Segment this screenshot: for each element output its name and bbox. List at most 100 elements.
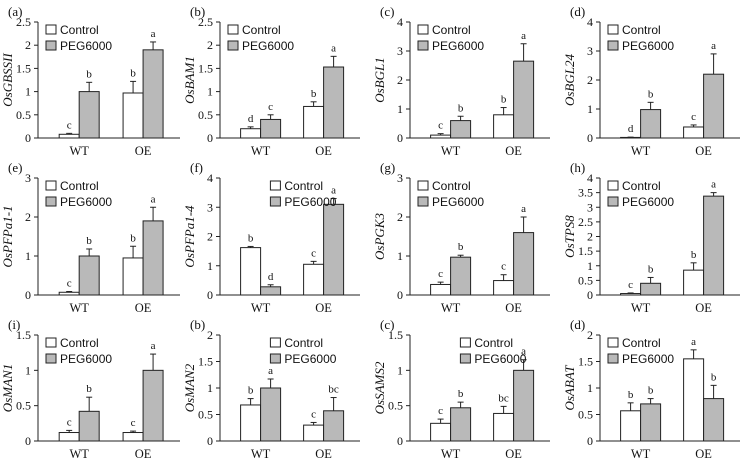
y-tick-label: 2 <box>587 328 593 342</box>
legend-swatch-peg6000 <box>45 196 57 207</box>
x-tick-label: WT <box>69 301 89 315</box>
y-axis-title: OsMAN2 <box>182 363 197 412</box>
y-tick-label: 0 <box>207 434 213 448</box>
bar-peg6000-wt <box>260 387 282 442</box>
y-tick-label: 2 <box>397 210 403 224</box>
legend-label-peg6000: PEG6000 <box>622 352 674 366</box>
y-axis-title: OsBAM1 <box>182 56 197 104</box>
panel-label: (i) <box>8 317 20 332</box>
significance-label: b <box>86 68 92 80</box>
y-tick-label: 0 <box>397 288 403 302</box>
y-tick-label: 0 <box>587 434 593 448</box>
significance-label: b <box>458 102 464 114</box>
significance-label: c <box>438 120 443 132</box>
significance-label: a <box>151 193 156 205</box>
y-tick-label: 1 <box>397 102 403 116</box>
bar-control-wt <box>620 293 642 296</box>
y-tick-label: 1.5 <box>16 61 31 75</box>
x-tick-label: WT <box>631 447 651 461</box>
legend-label-control: Control <box>60 23 99 37</box>
y-tick-label: 1.5 <box>198 355 213 369</box>
y-tick-label: 0.5 <box>578 273 593 287</box>
panel-5: (e) OsPFPa1-1 0 1 2 3 c b WT b a OE Control PEG6000 <box>0 160 180 315</box>
panel-11: (c) OsSAMS2 0 0.5 1 1.5 c b WT bc a OE Control PEG600… <box>372 317 550 461</box>
bar-peg6000-oe <box>323 410 345 442</box>
legend-swatch-peg6000 <box>45 40 57 51</box>
bar-peg6000-oe <box>703 73 725 139</box>
significance-label: b <box>458 388 464 400</box>
legend-swatch-peg6000 <box>269 353 281 364</box>
significance-label: c <box>438 268 443 280</box>
significance-label: c <box>311 408 316 420</box>
y-tick-label: 3 <box>25 171 31 185</box>
legend-label-peg6000: PEG6000 <box>242 39 294 53</box>
x-tick-label: OE <box>315 301 332 315</box>
legend-swatch-control <box>417 180 429 191</box>
bar-control-oe <box>683 358 705 442</box>
legend-label-control: Control <box>432 23 471 37</box>
y-axis-title: OsBGL24 <box>562 54 577 107</box>
legend-swatch-control <box>45 24 57 35</box>
y-tick-label: 1 <box>25 85 31 99</box>
panel-label: (f) <box>190 160 203 175</box>
bar-peg6000-oe <box>513 232 535 296</box>
y-tick-label: 0.5 <box>198 408 213 422</box>
y-tick-label: 1 <box>587 102 593 116</box>
y-tick-label: 2.5 <box>16 15 31 29</box>
x-tick-label: WT <box>69 144 89 158</box>
significance-label: b <box>711 371 717 383</box>
y-tick-label: 1.5 <box>578 244 593 258</box>
panel-8: (h) OsTPS8 00.511.522.533.54 c b WT b a OE Contro… <box>562 160 740 315</box>
legend-label-control: Control <box>432 179 471 193</box>
y-axis-title: OsBGL1 <box>372 57 387 103</box>
legend-label-peg6000: PEG6000 <box>284 352 336 366</box>
x-tick-label: WT <box>441 144 461 158</box>
legend-swatch-control <box>607 337 619 348</box>
legend-label-control: Control <box>474 336 513 350</box>
bar-peg6000-wt <box>450 256 472 296</box>
y-tick-label: 2 <box>587 230 593 244</box>
panel-label: (h) <box>570 160 585 175</box>
legend-label-peg6000: PEG6000 <box>60 39 112 53</box>
significance-label: a <box>151 28 156 40</box>
bar-control-wt <box>58 133 80 139</box>
y-axis-title: OsPFPa1-1 <box>0 205 15 267</box>
significance-label: b <box>628 389 634 401</box>
bar-control-wt <box>240 404 262 442</box>
x-tick-label: WT <box>631 301 651 315</box>
significance-label: b <box>458 241 464 253</box>
legend-label-control: Control <box>60 179 99 193</box>
significance-label: b <box>691 249 697 261</box>
x-tick-label: OE <box>135 447 152 461</box>
legend-label-peg6000: PEG6000 <box>474 352 526 366</box>
significance-label: c <box>268 101 273 113</box>
significance-label: a <box>521 30 526 42</box>
bar-control-oe <box>303 424 325 442</box>
significance-label: b <box>248 232 254 244</box>
legend-swatch-control <box>269 337 281 348</box>
legend-swatch-control <box>459 337 471 348</box>
significance-label: c <box>67 119 72 131</box>
significance-label: b <box>648 385 654 397</box>
y-tick-label: 0 <box>397 434 403 448</box>
x-tick-label: WT <box>251 447 271 461</box>
significance-label: a <box>331 184 336 196</box>
legend-swatch-peg6000 <box>607 196 619 207</box>
bar-peg6000-oe <box>703 195 725 296</box>
significance-label: c <box>691 111 696 123</box>
y-axis-title: OsPFPa1-4 <box>182 205 197 268</box>
legend-swatch-peg6000 <box>227 40 239 51</box>
significance-label: b <box>86 235 92 247</box>
legend-label-peg6000: PEG6000 <box>60 195 112 209</box>
panel-label: (c) <box>380 317 394 332</box>
y-tick-label: 1.5 <box>16 328 31 342</box>
y-tick-label: 1 <box>207 85 213 99</box>
bar-control-oe <box>493 412 515 442</box>
significance-label: a <box>521 346 526 358</box>
y-tick-label: 2.5 <box>198 15 213 29</box>
panel-3: (c) OsBGL1 0 1 2 3 4 c b WT b a OE Control PEG6000 <box>372 4 550 158</box>
panel-6: (f) OsPFPa1-4 0 1 2 3 4 b d WT c a OE Control PEG6000 <box>182 160 360 315</box>
x-tick-label: OE <box>135 301 152 315</box>
panel-7: (g) OsPGK3 0 1 2 3 c b WT c a OE Control PEG6000 <box>372 160 550 315</box>
bar-control-oe <box>493 114 515 139</box>
